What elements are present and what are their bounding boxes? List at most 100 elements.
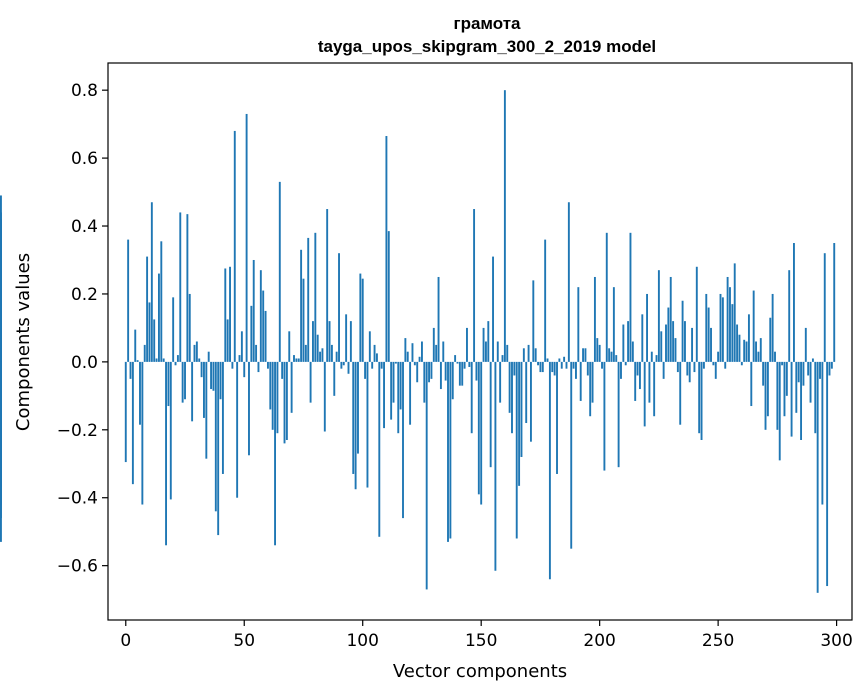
bar-component-138 — [451, 361, 454, 400]
bar-component-241 — [695, 266, 698, 362]
bar-component-58 — [262, 290, 265, 362]
bar-component-135 — [444, 361, 447, 381]
bar-component-238 — [688, 361, 691, 383]
bar-component-95 — [349, 321, 352, 362]
bar-component-206 — [612, 287, 615, 362]
bar-component-59 — [264, 310, 267, 362]
bar-component-198 — [593, 276, 596, 362]
bar-component-166 — [518, 361, 521, 486]
bar-component-5 — [136, 360, 139, 362]
bar-component-256 — [731, 304, 734, 362]
bar-component-44 — [229, 266, 231, 362]
bar-component-295 — [823, 253, 826, 362]
bar-component-146 — [470, 361, 473, 434]
bar-component-273 — [771, 293, 774, 362]
y-tick-label: 0.2 — [71, 285, 98, 305]
bar-component-99 — [359, 273, 362, 362]
bar-component-91 — [340, 361, 343, 369]
y-tick-label: 0.4 — [71, 217, 98, 237]
bar-component-197 — [591, 361, 594, 403]
bar-component-228 — [665, 324, 667, 362]
bar-component-18 — [167, 361, 170, 407]
chart-title: грамота — [453, 14, 521, 33]
bar-component-181 — [553, 361, 556, 376]
bar-component-236 — [684, 321, 686, 362]
bar-component-127 — [425, 361, 428, 590]
bar-component-7 — [141, 361, 144, 505]
bar-component-270 — [764, 361, 767, 430]
bar-component-266 — [755, 341, 757, 362]
bar-component-217 — [638, 361, 641, 390]
bar-component-60 — [266, 361, 269, 369]
x-tick-label: 250 — [702, 631, 734, 651]
y-tick-label: −0.6 — [57, 557, 98, 577]
bar-component-35 — [207, 351, 210, 362]
bar-component-57 — [259, 270, 262, 362]
bar-component-76 — [304, 344, 307, 362]
bar-component-249 — [714, 361, 717, 379]
bar-component-225 — [657, 270, 660, 362]
bar-component-284 — [797, 361, 800, 383]
bar-component-261 — [743, 339, 746, 362]
bar-component-64 — [276, 361, 279, 434]
bar-component-140 — [456, 361, 459, 364]
y-tick-label: 0.8 — [71, 81, 98, 101]
bar-component-207 — [615, 355, 618, 362]
bar-component-260 — [740, 361, 743, 366]
bar-component-38 — [214, 361, 217, 512]
bar-component-147 — [473, 209, 476, 362]
y-axis-label: Components values — [13, 253, 34, 431]
bar-component-48 — [238, 355, 241, 362]
bar-component-126 — [423, 361, 426, 403]
bar-component-180 — [551, 361, 554, 373]
bar-component-169 — [525, 361, 528, 424]
y-tick-label: −0.2 — [57, 421, 98, 441]
bar-component-292 — [816, 361, 819, 593]
bar-component-251 — [719, 293, 722, 362]
bar-component-53 — [250, 305, 253, 362]
bar-component-66 — [281, 361, 284, 379]
bar-component-159 — [501, 355, 504, 362]
bar-component-294 — [821, 361, 824, 505]
bar-component-142 — [461, 361, 464, 386]
bar-component-65 — [278, 181, 281, 362]
bar-component-104 — [371, 361, 374, 369]
bar-component-68 — [285, 361, 288, 440]
bar-component-285 — [800, 361, 803, 440]
bar-component-122 — [413, 361, 416, 366]
bar-component-213 — [629, 232, 632, 362]
bar-component-69 — [288, 331, 291, 362]
bar-component-22 — [176, 355, 179, 362]
bar-component-23 — [179, 212, 182, 362]
bar-component-111 — [387, 231, 390, 362]
bar-component-283 — [795, 361, 798, 413]
bar-component-239 — [691, 327, 694, 362]
bar-component-8 — [143, 344, 146, 362]
bar-component-116 — [399, 361, 402, 410]
bar-component-171 — [529, 361, 532, 442]
bar-component-3 — [131, 361, 134, 485]
bar-component-47 — [236, 361, 239, 498]
bar-component-287 — [804, 327, 807, 362]
bar-component-155 — [492, 256, 494, 362]
bar-component-164 — [513, 361, 516, 376]
bar-component-220 — [646, 293, 648, 362]
bar-component-219 — [643, 361, 646, 427]
bar-component-24 — [181, 361, 184, 403]
bar-component-2 — [129, 361, 132, 379]
bar-component-176 — [541, 361, 544, 373]
bar-component-105 — [373, 344, 376, 362]
bar-component-28 — [191, 361, 194, 422]
bar-component-96 — [352, 361, 355, 474]
bar-component-178 — [546, 358, 549, 362]
bar-component-226 — [660, 331, 663, 362]
bar-component-45 — [231, 361, 234, 369]
bar-component-115 — [397, 361, 400, 434]
bar-component-280 — [788, 270, 791, 362]
bar-component-41 — [221, 361, 224, 474]
bar-component-274 — [774, 351, 776, 362]
bar-component-252 — [721, 297, 724, 362]
bar-component-201 — [601, 361, 603, 369]
bar-component-152 — [484, 341, 487, 362]
bar-component-289 — [809, 361, 812, 403]
